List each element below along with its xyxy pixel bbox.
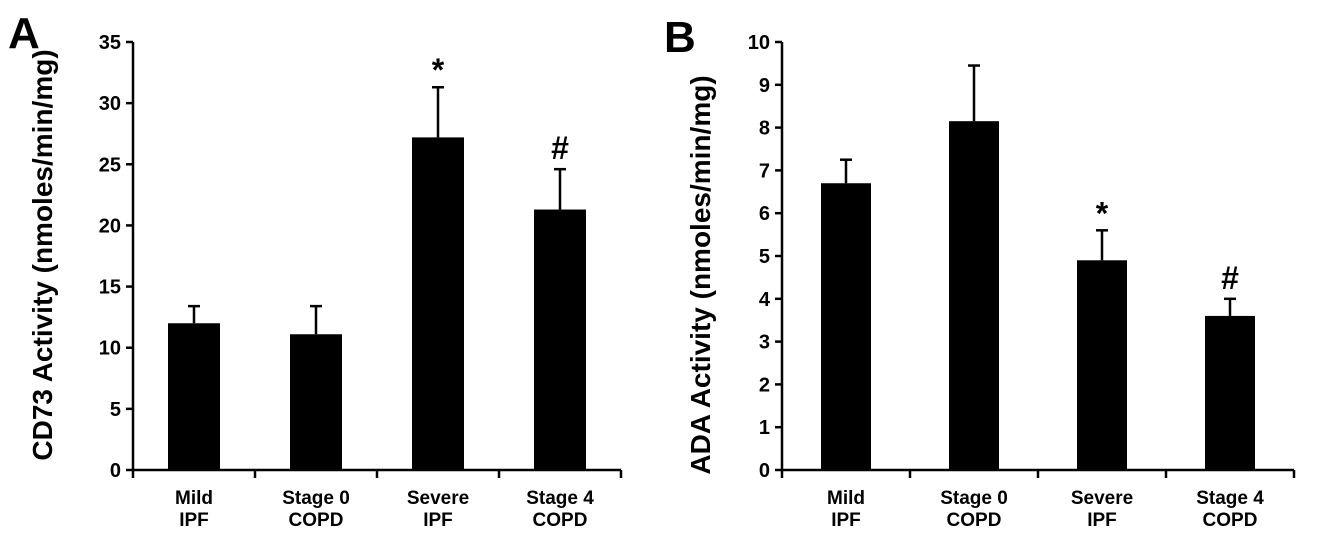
chart0-y-tick-label: 30 bbox=[99, 93, 121, 115]
chart0-bar bbox=[534, 209, 586, 470]
ada-activity-chart: B ADA Activity (nmoles/min/mg) 0 1 2 3 4 5 6 7 8 9 1… bbox=[664, 13, 1296, 531]
chart0-y-tick-label: 0 bbox=[110, 460, 121, 482]
chart1-y-tick-label: 4 bbox=[759, 289, 771, 311]
chart1-bar bbox=[821, 183, 871, 471]
chart1-bar bbox=[1077, 260, 1127, 470]
chart1-y-axis-title: ADA Activity (nmoles/min/mg) bbox=[685, 75, 716, 474]
chart1-y-tick-label: 3 bbox=[759, 332, 770, 354]
chart1-y-tick-label: 2 bbox=[759, 374, 770, 396]
chart1-y-tick-label: 7 bbox=[759, 160, 770, 182]
chart0-category-label: Severe bbox=[407, 488, 469, 509]
chart0-category-label: Stage 0 bbox=[282, 488, 350, 509]
chart1-y-tick-label: 8 bbox=[759, 118, 770, 140]
chart1-y-tick-label: 10 bbox=[748, 32, 770, 54]
chart1-bar bbox=[1205, 315, 1255, 470]
chart1-y-tick-label: 5 bbox=[759, 246, 770, 268]
chart1-category-label: Mild bbox=[827, 488, 865, 509]
chart0-bar bbox=[290, 334, 342, 470]
chart0-significance-marker: * bbox=[432, 52, 445, 88]
chart0-category-label: Mild bbox=[175, 488, 213, 509]
chart0-y-axis-title: CD73 Activity (nmoles/min/mg) bbox=[27, 49, 58, 460]
chart0-y-tick-label: 25 bbox=[99, 154, 121, 176]
chart1-category-label: Stage 4 bbox=[1196, 488, 1264, 509]
chart0-y-tick-label: 10 bbox=[99, 338, 121, 360]
chart-panel-b: B ADA Activity (nmoles/min/mg) 0 1 2 3 4 5 6 7 8 9 1… bbox=[662, 0, 1324, 534]
chart1-significance-marker: # bbox=[1221, 260, 1239, 296]
chart1-y-tick-label: 1 bbox=[759, 417, 770, 439]
chart1-category-label: Severe bbox=[1071, 488, 1133, 509]
chart0-y-tick-label: 5 bbox=[110, 399, 121, 421]
chart0-category-label: IPF bbox=[423, 510, 453, 531]
chart1-category-label: Stage 0 bbox=[940, 488, 1008, 509]
chart-panel-a: A CD73 Activity (nmoles/min/mg) 0 5 10 15 20 25… bbox=[8, 9, 623, 531]
chart1-category-label: COPD bbox=[947, 510, 1002, 531]
chart0-y-tick-label: 15 bbox=[99, 277, 121, 299]
chart1-category-label: IPF bbox=[831, 510, 861, 531]
chart0-significance-marker: # bbox=[551, 130, 569, 166]
chart1-category-label: COPD bbox=[1203, 510, 1258, 531]
chart0-y-tick-label: 20 bbox=[99, 215, 121, 237]
chart1-category-label: IPF bbox=[1087, 510, 1117, 531]
chart0-category-label: IPF bbox=[179, 510, 209, 531]
chart1-significance-marker: * bbox=[1096, 195, 1109, 231]
chart0-bar bbox=[168, 323, 220, 470]
chart1-y-tick-label: 0 bbox=[759, 460, 770, 482]
chart1-panel-letter: B bbox=[664, 13, 696, 62]
chart0-bar bbox=[412, 137, 464, 470]
chart0-category-label: Stage 4 bbox=[526, 488, 594, 509]
chart1-y-tick-label: 6 bbox=[759, 203, 770, 225]
chart0-category-label: COPD bbox=[533, 510, 588, 531]
chart1-bar bbox=[949, 121, 999, 471]
chart0-category-label: COPD bbox=[289, 510, 344, 531]
chart0-panel-letter: A bbox=[8, 9, 40, 58]
chart1-y-tick-label: 9 bbox=[759, 75, 770, 97]
chart0-y-tick-label: 35 bbox=[99, 32, 121, 54]
